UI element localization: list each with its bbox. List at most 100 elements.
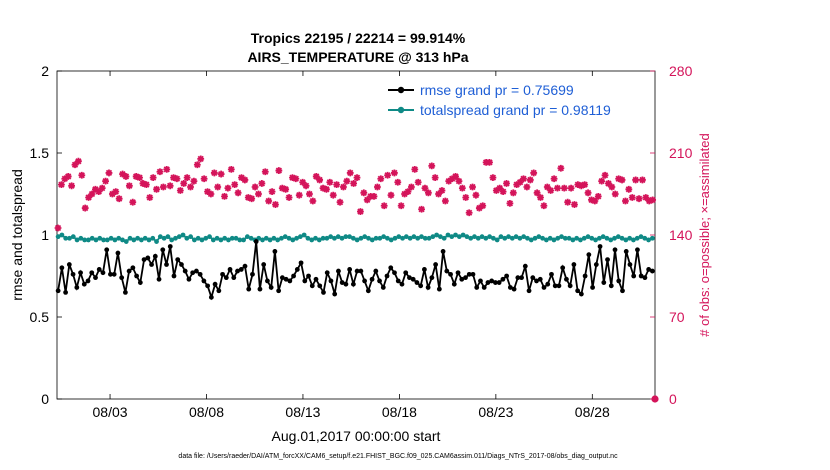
obs-assimilated-point bbox=[622, 197, 629, 205]
totalspread-point bbox=[241, 237, 246, 243]
rmse-point bbox=[380, 285, 386, 290]
obs-assimilated-point bbox=[136, 174, 143, 181]
rmse-point bbox=[276, 288, 282, 294]
totalspread-point bbox=[74, 237, 80, 243]
totalspread-point bbox=[290, 237, 296, 243]
obs-assimilated-point bbox=[108, 190, 116, 198]
totalspread-point bbox=[559, 234, 564, 240]
obs-assimilated-point bbox=[316, 176, 324, 184]
totalspread-point bbox=[339, 235, 345, 241]
totalspread-point bbox=[608, 237, 614, 243]
rmse-point bbox=[519, 275, 524, 281]
obs-assimilated-point bbox=[159, 183, 167, 191]
obs-possible-point bbox=[651, 395, 659, 403]
totalspread-point bbox=[89, 235, 95, 241]
totalspread-point bbox=[78, 235, 84, 241]
rmse-point bbox=[279, 275, 285, 281]
right-tick-label: 280 bbox=[669, 63, 693, 79]
obs-assimilated-point bbox=[299, 178, 307, 186]
totalspread-point bbox=[97, 235, 103, 241]
totalspread-point bbox=[63, 235, 69, 241]
obs-assimilated-point bbox=[200, 175, 208, 183]
obs-assimilated-point bbox=[224, 184, 232, 192]
obs-assimilated-point bbox=[258, 180, 266, 187]
rmse-point bbox=[149, 262, 154, 267]
obs-assimilated-point bbox=[88, 190, 96, 198]
rmse-point bbox=[485, 280, 491, 285]
x-axis-label: Aug.01,2017 00:00:00 start bbox=[272, 428, 441, 444]
obs-assimilated-point bbox=[509, 189, 517, 197]
totalspread-point bbox=[59, 232, 65, 238]
totalspread-point bbox=[411, 234, 417, 240]
totalspread-point bbox=[434, 232, 440, 238]
obs-assimilated-point bbox=[523, 183, 531, 191]
obs-assimilated-point bbox=[78, 171, 86, 179]
totalspread-point bbox=[203, 235, 209, 241]
totalspread-point bbox=[324, 235, 330, 241]
obs-assimilated-point bbox=[431, 174, 439, 181]
obs-assimilated-point bbox=[407, 183, 415, 191]
obs-assimilated-point bbox=[261, 168, 269, 176]
obs-assimilated-point bbox=[75, 157, 82, 165]
obs-assimilated-point bbox=[411, 166, 419, 173]
obs-assimilated-point bbox=[149, 174, 157, 181]
rmse-point bbox=[96, 267, 102, 272]
obs-assimilated-point bbox=[204, 188, 211, 196]
rmse-point bbox=[298, 260, 304, 266]
totalspread-point bbox=[135, 235, 141, 241]
obs-assimilated-point bbox=[238, 174, 245, 181]
obs-assimilated-point bbox=[438, 187, 446, 194]
obs-assimilated-point bbox=[649, 196, 657, 204]
rmse-point bbox=[515, 275, 521, 281]
obs-assimilated-point bbox=[319, 184, 327, 192]
rmse-point bbox=[481, 285, 487, 290]
totalspread-point bbox=[646, 237, 651, 243]
totalspread-point bbox=[453, 232, 458, 238]
obs-assimilated-point bbox=[540, 202, 548, 210]
obs-possible-series bbox=[651, 395, 659, 403]
obs-assimilated-point bbox=[71, 161, 79, 169]
rmse-point bbox=[321, 290, 326, 295]
legend-spread-marker bbox=[397, 106, 405, 114]
obs-assimilated-point bbox=[333, 181, 341, 189]
obs-assimilated-point bbox=[306, 190, 313, 198]
obs-assimilated-point bbox=[231, 181, 239, 189]
x-tick-label: 08/13 bbox=[285, 404, 320, 420]
totalspread-point bbox=[86, 237, 91, 243]
totalspread-series bbox=[55, 232, 655, 244]
rmse-point bbox=[623, 249, 629, 254]
rmse-point bbox=[466, 271, 472, 277]
obs-assimilated-point bbox=[492, 187, 500, 194]
rmse-point bbox=[231, 275, 237, 281]
totalspread-point bbox=[286, 235, 292, 241]
obs-assimilated-point bbox=[526, 176, 534, 184]
totalspread-point bbox=[199, 237, 205, 243]
right-axis-ticks: 0 70 140 210 280 bbox=[669, 63, 693, 407]
totalspread-point bbox=[536, 234, 542, 240]
obs-assimilated-point bbox=[499, 188, 507, 196]
rmse-point bbox=[283, 276, 289, 282]
totalspread-point bbox=[612, 235, 617, 241]
totalspread-point bbox=[301, 232, 307, 238]
totalspread-point bbox=[343, 234, 349, 240]
rmse-point bbox=[474, 285, 480, 290]
rmse-point bbox=[78, 270, 83, 276]
left-tick-label: 2 bbox=[41, 63, 49, 79]
totalspread-point bbox=[362, 234, 368, 240]
rmse-point bbox=[186, 276, 192, 282]
obs-assimilated-point bbox=[445, 177, 453, 185]
obs-assimilated-point bbox=[357, 208, 364, 215]
obs-assimilated-point bbox=[458, 184, 466, 192]
obs-assimilated-point bbox=[119, 170, 126, 178]
rmse-point bbox=[496, 280, 502, 285]
totalspread-point bbox=[195, 235, 201, 241]
rmse-point bbox=[175, 257, 181, 262]
obs-assimilated-point bbox=[183, 174, 191, 181]
legend: rmse grand pr = 0.75699 totalspread gran… bbox=[388, 82, 611, 118]
rmse-point bbox=[463, 275, 468, 281]
x-axis-ticks: 08/03 08/08 08/13 08/18 08/23 08/28 bbox=[93, 71, 610, 420]
rmse-point bbox=[642, 275, 648, 281]
totalspread-point bbox=[472, 234, 477, 240]
rmse-point bbox=[59, 265, 65, 271]
rmse-point bbox=[253, 239, 259, 244]
